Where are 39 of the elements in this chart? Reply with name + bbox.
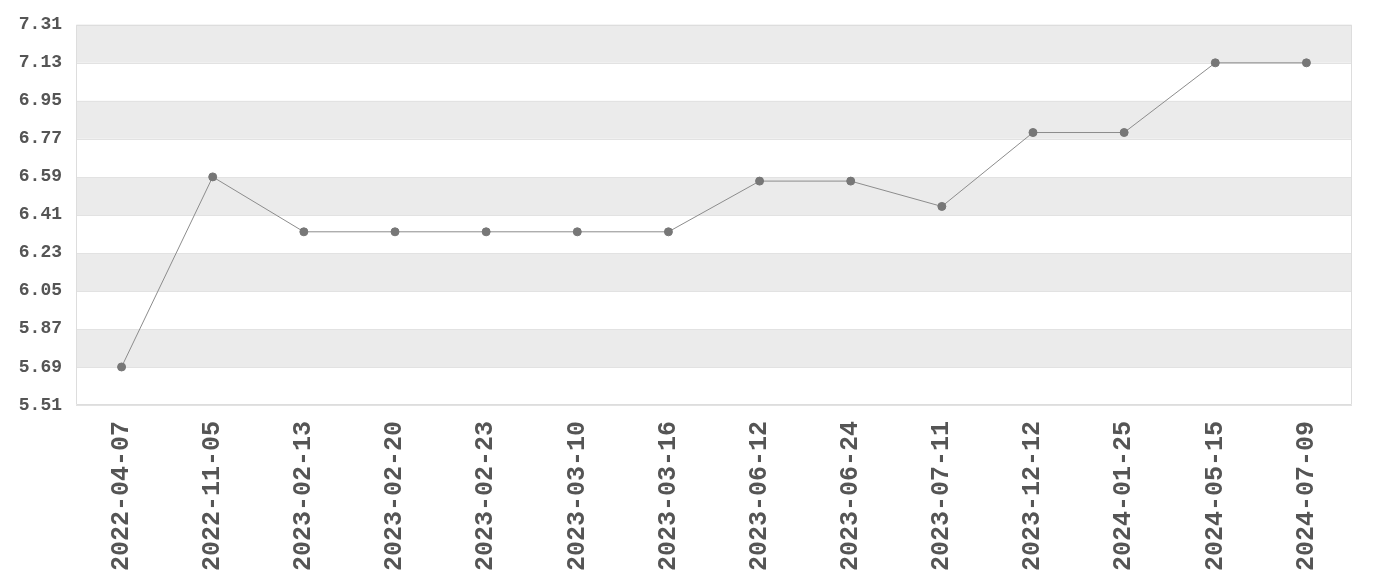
y-tick-label: 6.95 <box>18 90 62 111</box>
x-tick-label: 2024-01-25 <box>1109 421 1139 572</box>
y-tick-label: 6.05 <box>18 280 62 301</box>
point <box>846 176 856 186</box>
point <box>117 362 127 372</box>
y-tick-label: 7.13 <box>18 52 62 73</box>
point <box>390 227 400 237</box>
y-tick-label: 5.51 <box>18 394 63 415</box>
point <box>481 227 491 237</box>
point <box>299 227 309 237</box>
x-tick-label: 2023-06-24 <box>836 421 866 572</box>
point <box>663 227 673 237</box>
x-tick-label: 2023-02-20 <box>380 421 410 572</box>
y-tick-label: 5.69 <box>18 356 62 377</box>
point <box>1210 58 1220 68</box>
x-tick-label: 2024-07-09 <box>1291 421 1321 572</box>
x-tick-label: 2024-05-15 <box>1200 421 1230 572</box>
x-tick-label: 2023-06-12 <box>744 421 774 572</box>
x-tick-label: 2023-12-12 <box>1018 421 1048 572</box>
point <box>1301 58 1311 68</box>
point <box>208 172 218 182</box>
x-tick-label: 2023-03-10 <box>562 421 592 572</box>
y-tick-label: 7.31 <box>18 14 63 35</box>
y-tick-label: 6.59 <box>18 166 62 187</box>
y-tick-label: 6.23 <box>18 242 62 263</box>
point <box>1119 128 1129 138</box>
point <box>1028 128 1038 138</box>
x-tick-label: 2023-07-11 <box>927 421 957 572</box>
y-tick-label: 6.77 <box>18 128 62 149</box>
x-tick-label: 2023-03-16 <box>653 421 683 572</box>
x-tick-label: 2023-02-23 <box>471 421 501 572</box>
x-tick-label: 2023-02-13 <box>289 421 319 572</box>
point <box>937 201 947 211</box>
x-tick-label: 2022-11-05 <box>198 421 228 572</box>
point <box>755 176 765 186</box>
x-tick-label: 2022-04-07 <box>106 421 136 572</box>
point <box>572 227 582 237</box>
y-tick-label: 5.87 <box>18 318 62 339</box>
y-tick-label: 6.41 <box>18 204 63 225</box>
